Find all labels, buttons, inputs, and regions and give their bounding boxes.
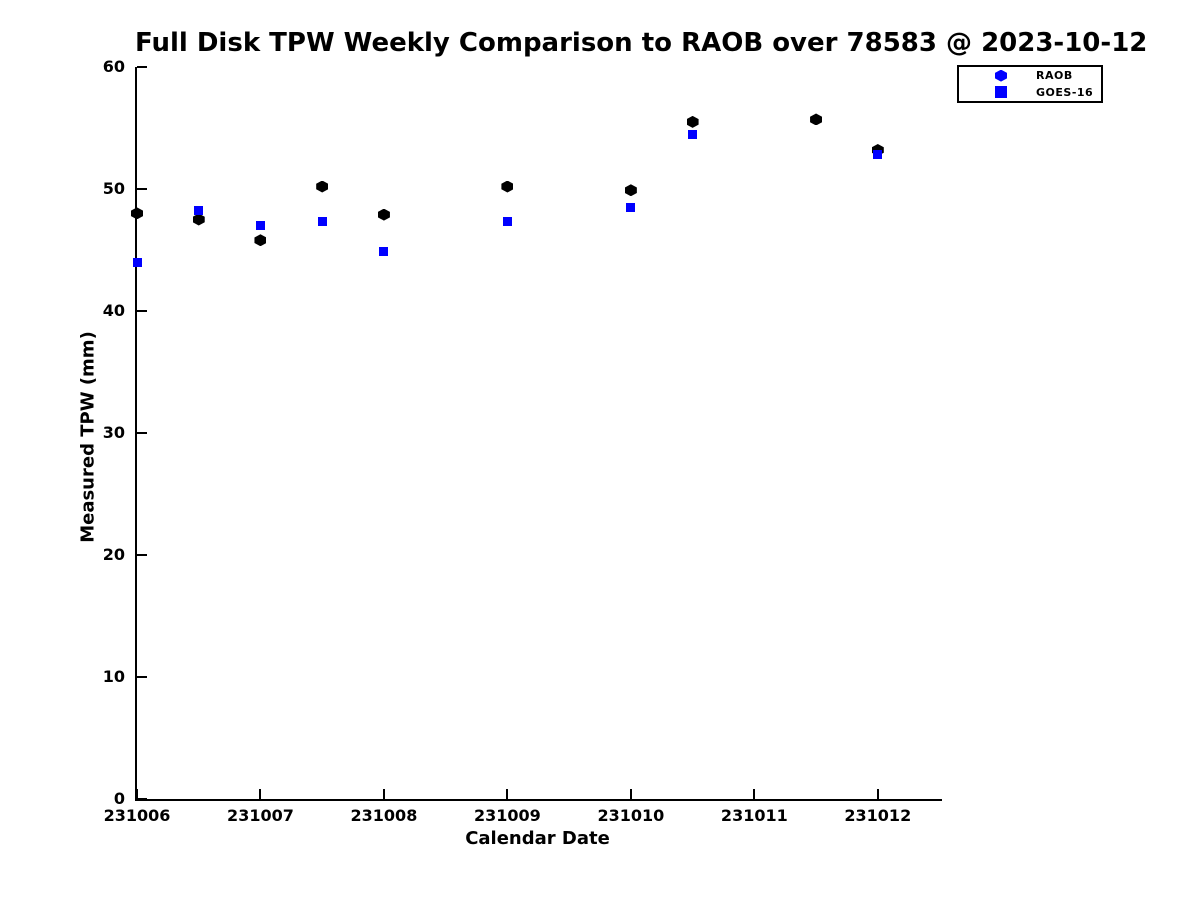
plot-area: 0 10 20 30 40 50 60 231006 231007 231008 231009 231…: [103, 57, 942, 825]
data-point-raob: [254, 234, 267, 247]
data-point-goes16: [502, 217, 512, 227]
x-tick-mark: [876, 789, 879, 799]
x-tick-mark: [259, 789, 262, 799]
data-point-raob: [316, 180, 329, 193]
data-point-goes16: [255, 221, 265, 231]
legend-row-raob: RAOB: [959, 68, 1101, 84]
data-point-goes16: [194, 206, 204, 216]
raob-hexagon-icon: [995, 69, 1007, 82]
legend-label-goes16: GOES-16: [1036, 85, 1094, 99]
data-point-goes16: [688, 129, 698, 139]
x-tick-mark: [753, 789, 756, 799]
y-tick-label: 50: [102, 179, 125, 198]
x-axis-label: Calendar Date: [465, 828, 610, 849]
data-point-raob: [501, 180, 514, 193]
y-tick-mark: [137, 554, 147, 556]
legend-row-goes16: GOES-16: [959, 84, 1101, 100]
x-tick-label: 231008: [350, 806, 418, 825]
y-tick-mark: [137, 66, 147, 68]
y-tick-label: 40: [102, 301, 125, 320]
legend-label-raob: RAOB: [1036, 69, 1073, 83]
x-tick-mark: [382, 789, 385, 799]
data-point-raob: [624, 184, 637, 197]
y-tick-mark: [137, 188, 147, 190]
data-point-raob: [131, 207, 143, 220]
x-tick-label: 231010: [597, 806, 665, 825]
x-tick-label: 231009: [473, 806, 541, 825]
x-tick-mark: [506, 789, 509, 799]
x-tick-mark: [629, 789, 632, 799]
data-point-goes16: [132, 257, 142, 267]
x-tick-mark: [136, 789, 138, 799]
data-point-raob: [810, 113, 823, 126]
x-tick-label: 231007: [227, 806, 294, 825]
data-point-goes16: [379, 246, 389, 256]
legend: RAOB GOES-16: [957, 65, 1103, 103]
data-point-goes16: [873, 150, 883, 160]
chart-title: Full Disk TPW Weekly Comparison to RAOB …: [135, 28, 1148, 58]
x-tick-label: 231011: [720, 806, 788, 825]
data-point-goes16: [317, 217, 327, 227]
data-point-goes16: [626, 202, 636, 212]
y-tick-mark: [137, 798, 147, 800]
y-tick-label: 60: [102, 57, 125, 76]
y-tick-label: 30: [102, 423, 125, 442]
y-tick-mark: [137, 676, 147, 678]
y-tick-mark: [137, 310, 147, 312]
y-tick-mark: [137, 432, 147, 434]
data-point-raob: [192, 213, 205, 226]
goes16-square-icon: [995, 86, 1007, 99]
y-tick-label: 10: [102, 667, 125, 686]
x-tick-label: 231012: [844, 806, 912, 825]
data-point-raob: [686, 115, 699, 128]
x-tick-label: 231006: [103, 806, 171, 825]
y-tick-label: 20: [102, 545, 125, 564]
y-tick-label: 0: [113, 789, 125, 808]
data-point-raob: [377, 208, 390, 221]
